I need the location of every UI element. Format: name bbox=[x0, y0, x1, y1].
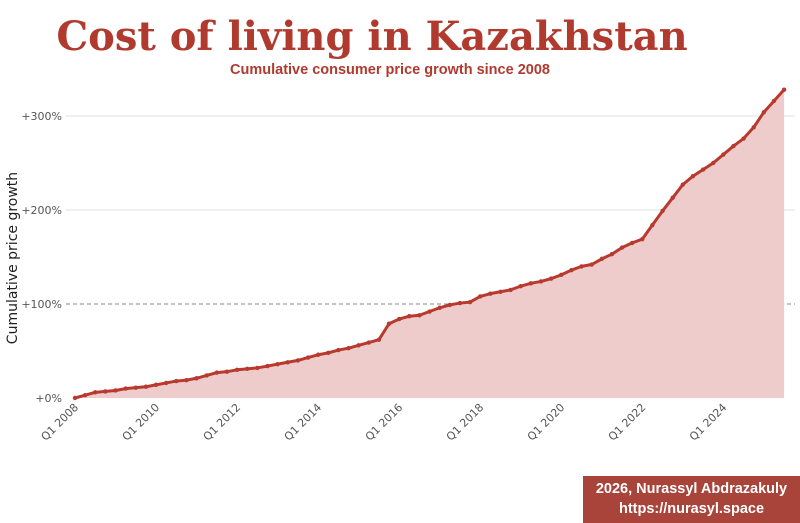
data-point bbox=[174, 378, 179, 384]
data-point bbox=[467, 299, 473, 305]
data-point bbox=[751, 125, 756, 130]
data-point bbox=[305, 355, 311, 360]
data-point bbox=[275, 361, 280, 367]
data-point bbox=[396, 316, 402, 322]
data-point bbox=[153, 382, 159, 388]
data-point bbox=[265, 363, 270, 369]
data-point bbox=[731, 143, 736, 149]
data-point bbox=[609, 251, 615, 257]
data-point bbox=[224, 369, 230, 374]
data-point bbox=[538, 279, 544, 284]
data-point bbox=[315, 352, 321, 357]
data-point bbox=[204, 373, 209, 378]
data-point bbox=[336, 347, 341, 353]
data-point bbox=[771, 98, 777, 104]
data-point bbox=[690, 173, 696, 179]
data-point bbox=[508, 287, 513, 293]
data-point bbox=[710, 160, 716, 166]
data-point bbox=[528, 281, 534, 286]
y-tick-label: +300% bbox=[21, 110, 62, 123]
data-point bbox=[559, 272, 564, 278]
data-point bbox=[285, 360, 290, 365]
x-tick-label: Q1 2016 bbox=[363, 401, 406, 444]
data-point bbox=[741, 136, 746, 141]
data-point bbox=[184, 377, 189, 383]
area-fill bbox=[75, 89, 785, 399]
data-point bbox=[781, 87, 787, 92]
y-axis-label: Cumulative price growth bbox=[5, 172, 21, 344]
data-point bbox=[295, 358, 301, 363]
y-tick-label: +0% bbox=[35, 392, 62, 405]
x-tick-label: Q1 2018 bbox=[444, 401, 487, 444]
x-tick-label: Q1 2008 bbox=[39, 401, 82, 444]
data-point bbox=[457, 300, 463, 306]
data-point bbox=[103, 389, 108, 394]
data-point bbox=[447, 302, 453, 308]
credit-box: 2026, Nurassyl Abdrazakuly https://nuras… bbox=[583, 476, 800, 523]
data-point bbox=[407, 314, 412, 319]
data-point bbox=[133, 385, 138, 390]
y-tick-label: +200% bbox=[21, 204, 62, 217]
data-point bbox=[427, 309, 432, 314]
data-point bbox=[214, 370, 220, 375]
data-point bbox=[386, 321, 392, 326]
y-tick-label: +100% bbox=[21, 298, 62, 311]
data-point bbox=[72, 395, 78, 401]
data-point bbox=[761, 110, 767, 115]
data-point bbox=[163, 380, 169, 386]
chart-subtitle: Cumulative consumer price growth since 2… bbox=[230, 62, 550, 78]
x-tick-label: Q1 2024 bbox=[687, 401, 730, 444]
data-point bbox=[366, 340, 371, 345]
credit-url[interactable]: https://nurasyl.space bbox=[618, 501, 765, 517]
data-point bbox=[376, 337, 382, 342]
data-point bbox=[498, 289, 503, 294]
data-point bbox=[326, 350, 331, 356]
x-tick-label: Q1 2022 bbox=[606, 401, 649, 444]
data-point bbox=[437, 305, 442, 310]
data-point bbox=[599, 256, 604, 262]
data-point bbox=[82, 392, 88, 398]
data-point bbox=[640, 236, 645, 242]
data-point bbox=[478, 294, 483, 299]
data-point bbox=[700, 167, 706, 172]
data-point bbox=[93, 390, 98, 395]
data-point bbox=[650, 222, 655, 228]
data-point bbox=[569, 267, 574, 273]
x-tick-label: Q1 2012 bbox=[201, 401, 244, 444]
data-point bbox=[143, 384, 149, 389]
data-point bbox=[417, 313, 422, 318]
x-tick-label: Q1 2014 bbox=[282, 401, 325, 444]
data-point bbox=[660, 208, 665, 214]
data-point bbox=[619, 245, 625, 250]
chart-title: Cost of living in Kazakhstan bbox=[56, 13, 687, 60]
data-point bbox=[113, 388, 118, 393]
data-point bbox=[346, 345, 351, 351]
data-point bbox=[579, 264, 584, 269]
data-point bbox=[629, 240, 635, 246]
data-point bbox=[488, 291, 493, 296]
data-point bbox=[589, 262, 594, 267]
x-tick-label: Q1 2020 bbox=[525, 401, 568, 444]
credit-author: 2026, Nurassyl Abdrazakuly bbox=[595, 481, 788, 497]
data-point bbox=[721, 152, 726, 157]
data-point bbox=[194, 376, 199, 381]
data-point bbox=[123, 386, 128, 391]
data-point bbox=[548, 276, 554, 281]
data-point bbox=[356, 343, 361, 348]
data-point bbox=[234, 367, 240, 372]
data-point bbox=[670, 195, 675, 200]
x-tick-label: Q1 2010 bbox=[120, 401, 163, 444]
data-point bbox=[255, 365, 260, 371]
data-point bbox=[245, 366, 250, 372]
data-point bbox=[518, 283, 523, 289]
data-point bbox=[680, 182, 685, 187]
